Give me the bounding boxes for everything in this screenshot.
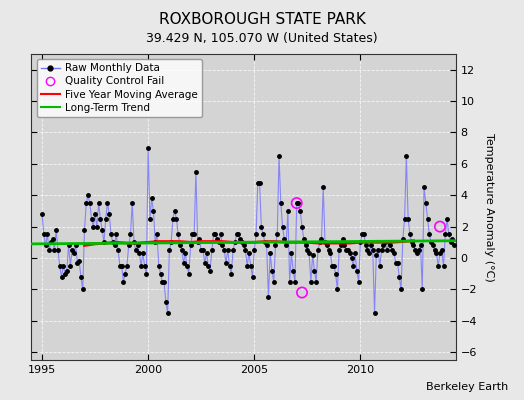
Legend: Raw Monthly Data, Quality Control Fail, Five Year Moving Average, Long-Term Tren: Raw Monthly Data, Quality Control Fail, …	[37, 59, 202, 117]
Point	[436, 224, 444, 230]
Text: Berkeley Earth: Berkeley Earth	[426, 382, 508, 392]
Point	[292, 200, 301, 206]
Point	[298, 289, 306, 296]
Text: ROXBOROUGH STATE PARK: ROXBOROUGH STATE PARK	[159, 12, 365, 27]
Y-axis label: Temperature Anomaly (°C): Temperature Anomaly (°C)	[484, 133, 494, 281]
Text: 39.429 N, 105.070 W (United States): 39.429 N, 105.070 W (United States)	[146, 32, 378, 45]
